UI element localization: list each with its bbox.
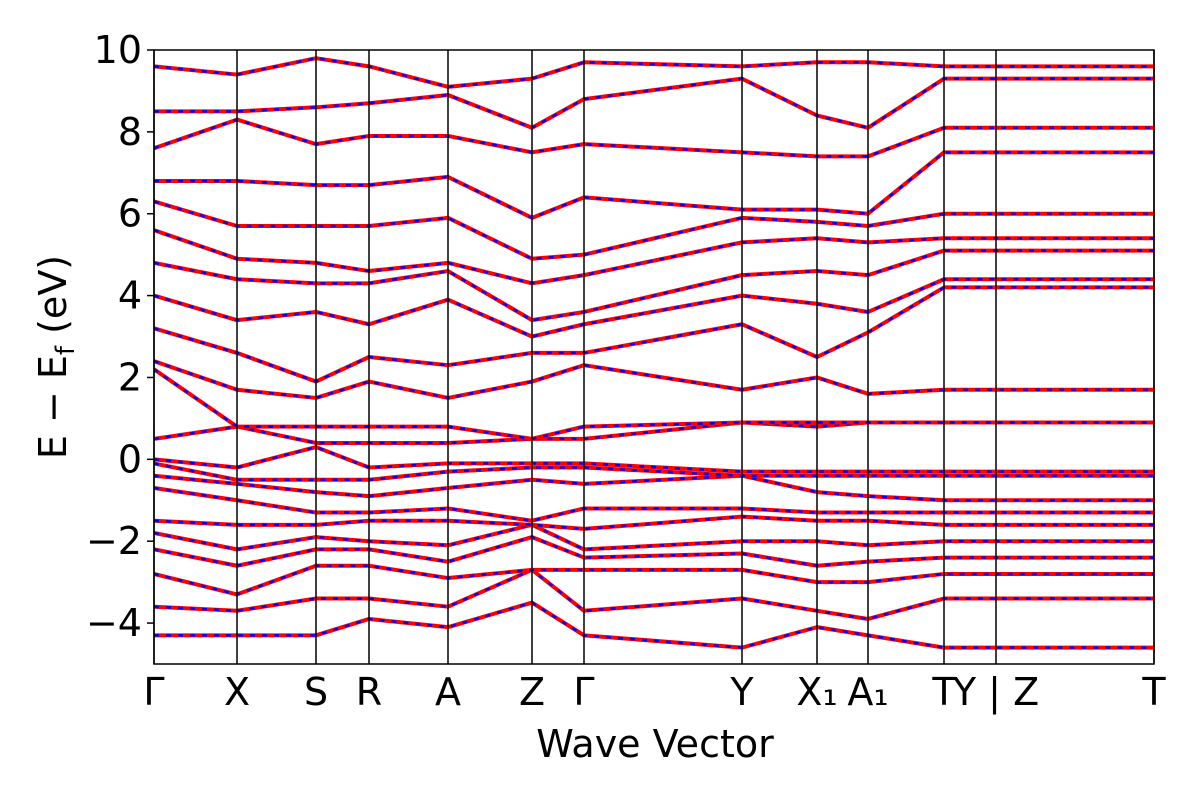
band-line xyxy=(154,76,1154,130)
band-line-dashed xyxy=(154,486,1154,522)
x-tick-label: Y | Z xyxy=(952,670,1039,715)
y-label-subscript: f xyxy=(51,345,81,355)
y-tick-label: 0 xyxy=(118,437,142,481)
band-line-dashed xyxy=(154,286,1154,383)
x-tick-label: R xyxy=(356,670,382,714)
x-tick-label: Γ xyxy=(143,670,164,714)
x-tick-label: T xyxy=(931,670,956,714)
band-line xyxy=(154,285,1154,384)
y-tick-label: 2 xyxy=(118,355,142,399)
band-line xyxy=(154,567,1154,621)
band-line xyxy=(154,514,1154,531)
y-label-unit: (eV) xyxy=(31,255,75,346)
band-line xyxy=(154,367,1154,441)
band-line-dashed xyxy=(154,77,1154,130)
x-tick-label: Y xyxy=(729,670,754,714)
x-tick-label: A₁ xyxy=(847,670,888,714)
band-line-dashed xyxy=(154,359,1154,400)
y-tick-label: 4 xyxy=(118,274,142,318)
x-tick-label: S xyxy=(304,670,328,714)
x-axis-label: Wave Vector xyxy=(536,722,774,766)
x-tick-label: T xyxy=(1141,670,1166,714)
y-tick-label: −4 xyxy=(86,601,142,645)
y-tick-label: 8 xyxy=(118,110,142,154)
x-tick-label: Γ xyxy=(573,670,594,714)
band-line-dashed xyxy=(154,601,1154,649)
x-tick-label: X₁ xyxy=(796,670,837,714)
x-tick-label: X xyxy=(224,670,250,714)
band-line-dashed xyxy=(154,564,1154,596)
y-tick-label: −2 xyxy=(86,519,142,563)
x-tick-label: Z xyxy=(519,670,545,714)
band-line-dashed xyxy=(154,568,1154,621)
band-line xyxy=(154,56,1154,89)
x-tick-label: A xyxy=(435,670,461,714)
band-line xyxy=(154,359,1154,400)
y-tick-label: 6 xyxy=(118,192,142,236)
plot-frame xyxy=(153,49,1155,665)
band-line xyxy=(154,522,1154,552)
y-axis-label: E − Ef (eV) xyxy=(31,255,81,459)
band-layer xyxy=(154,56,1154,650)
y-label-part: E − E xyxy=(31,355,75,459)
band-line xyxy=(154,150,1154,220)
y-tick-label: 10 xyxy=(94,28,142,72)
band-line xyxy=(154,486,1154,523)
